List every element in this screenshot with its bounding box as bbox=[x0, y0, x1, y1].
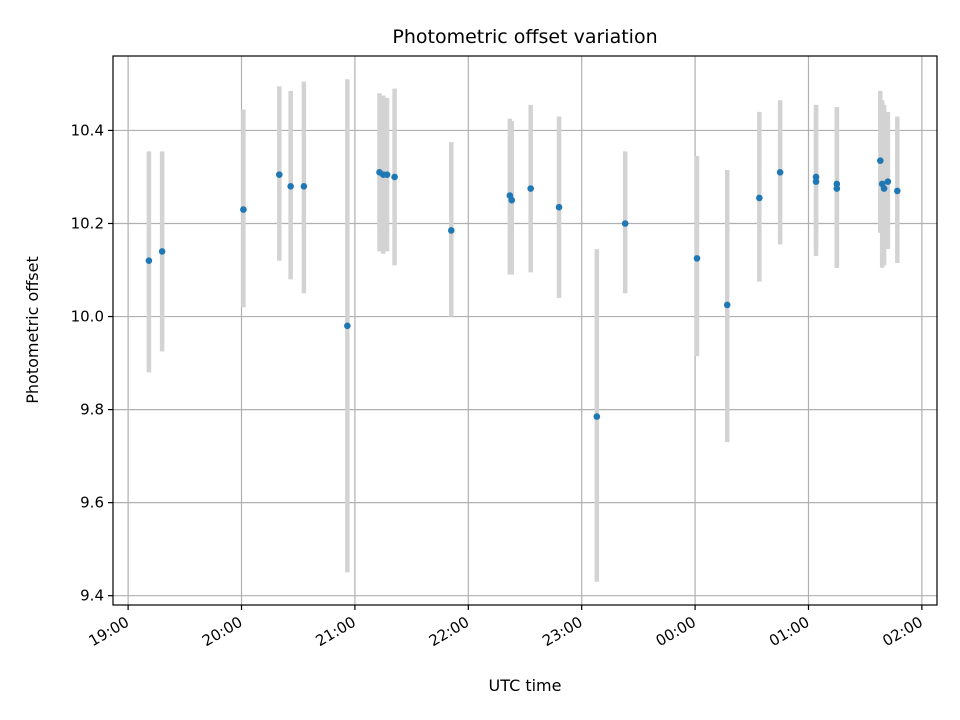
data-point bbox=[300, 182, 308, 190]
grid-lines bbox=[113, 56, 937, 605]
y-axis-title: Photometric offset bbox=[23, 256, 42, 404]
y-tick-label: 9.4 bbox=[80, 587, 104, 605]
data-point bbox=[344, 322, 351, 330]
data-point bbox=[527, 185, 534, 192]
data-point bbox=[508, 196, 516, 204]
data-point bbox=[833, 185, 841, 192]
data-point bbox=[880, 185, 888, 192]
data-point bbox=[555, 203, 563, 211]
x-tick-label: 02:00 bbox=[879, 613, 925, 650]
y-tick-label: 9.8 bbox=[80, 401, 104, 419]
x-tick-label: 22:00 bbox=[426, 613, 472, 650]
data-point bbox=[621, 220, 629, 227]
data-point bbox=[447, 227, 455, 234]
x-tick-label: 20:00 bbox=[199, 613, 245, 650]
y-tick-label: 10.4 bbox=[71, 121, 104, 139]
x-tick-label: 21:00 bbox=[312, 613, 358, 650]
x-axis-ticks: 19:00 20:00 21:00 22:00 23:00 00:00 01:00 02:00 bbox=[86, 605, 926, 650]
chart-title: Photometric offset variation bbox=[392, 26, 657, 48]
data-point bbox=[145, 257, 153, 265]
data-point bbox=[158, 248, 166, 255]
data-point bbox=[812, 178, 820, 185]
x-tick-label: 01:00 bbox=[766, 613, 812, 650]
x-tick-label: 23:00 bbox=[539, 613, 585, 650]
data-point bbox=[756, 194, 763, 202]
data-point bbox=[391, 173, 398, 181]
data-point bbox=[884, 178, 892, 185]
error-bars bbox=[146, 79, 900, 582]
data-point bbox=[693, 255, 701, 262]
data-point bbox=[276, 171, 283, 178]
data-point bbox=[776, 169, 784, 176]
data-point bbox=[894, 187, 901, 195]
y-tick-label: 9.6 bbox=[80, 494, 104, 512]
x-tick-label: 19:00 bbox=[86, 613, 132, 650]
data-point bbox=[877, 157, 884, 164]
y-tick-label: 10.2 bbox=[71, 214, 104, 232]
data-point bbox=[812, 173, 820, 181]
y-axis-ticks: 9.4 9.6 9.8 10.0 10.2 10.4 bbox=[71, 121, 113, 605]
data-point bbox=[833, 180, 841, 188]
plot-frame bbox=[112, 55, 938, 606]
data-point bbox=[240, 206, 247, 213]
data-point bbox=[723, 301, 731, 309]
data-point bbox=[383, 171, 391, 178]
x-tick-label: 00:00 bbox=[653, 613, 699, 650]
data-point bbox=[287, 182, 294, 190]
x-axis-title: UTC time bbox=[489, 676, 562, 695]
y-tick-label: 10.0 bbox=[71, 308, 104, 326]
data-points bbox=[145, 157, 901, 420]
data-point bbox=[593, 413, 601, 420]
